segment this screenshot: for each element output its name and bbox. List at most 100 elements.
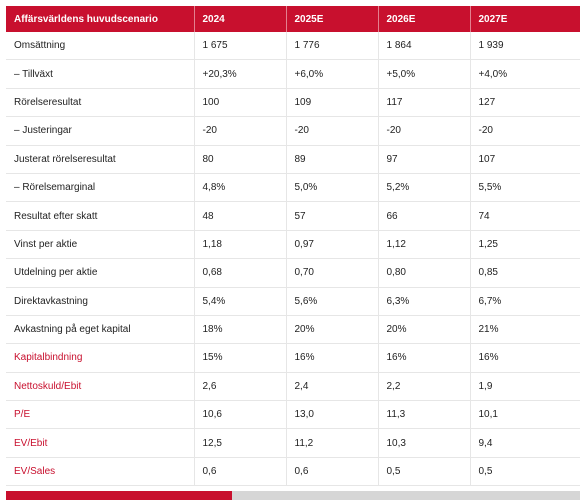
value-cell: 16% xyxy=(378,343,471,373)
value-cell: 13,0 xyxy=(286,400,379,430)
table-row: EV/Sales 0,6 0,6 0,5 0,5 xyxy=(6,457,580,487)
row-label-cell: – Tillväxt xyxy=(6,59,195,89)
row-label-cell: Vinst per aktie xyxy=(6,230,195,260)
value-cell: 20% xyxy=(286,315,379,345)
row-label: Direktavkastning xyxy=(14,295,88,307)
row-label: Omsättning xyxy=(14,40,66,52)
row-label-link[interactable]: Nettoskuld/Ebit xyxy=(14,380,82,392)
row-label-cell: Rörelseresultat xyxy=(6,88,195,118)
value-cell: 0,97 xyxy=(286,230,379,260)
value-cell: +20,3% xyxy=(194,59,287,89)
row-label-link[interactable]: EV/Sales xyxy=(14,466,56,478)
value-cell: 4,8% xyxy=(194,173,287,203)
value-cell: 1 864 xyxy=(378,32,471,61)
table-row: Avkastning på eget kapital 18% 20% 20% 21% xyxy=(6,315,580,345)
value-cell: 16% xyxy=(286,343,379,373)
value-cell: -20 xyxy=(194,116,287,146)
row-label-cell: Nettoskuld/Ebit xyxy=(6,372,195,402)
value-cell: 0,5 xyxy=(378,457,471,487)
value-cell: 2,6 xyxy=(194,372,287,402)
value-cell: 127 xyxy=(470,88,580,118)
header-2025e: 2025E xyxy=(286,6,379,32)
row-label-cell: P/E xyxy=(6,400,195,430)
value-cell: -20 xyxy=(378,116,471,146)
row-label: Resultat efter skatt xyxy=(14,210,98,222)
table-row: Resultat efter skatt 48 57 66 74 xyxy=(6,201,580,231)
horizontal-scrollbar[interactable] xyxy=(6,491,580,500)
value-cell: 89 xyxy=(286,145,379,174)
row-label: – Rörelsemarginal xyxy=(14,182,96,194)
value-cell: 0,70 xyxy=(286,258,379,288)
header-2024: 2024 xyxy=(194,6,287,32)
value-cell: 10,3 xyxy=(378,428,471,458)
value-cell: 1,12 xyxy=(378,230,471,260)
table-row: Direktavkastning 5,4% 5,6% 6,3% 6,7% xyxy=(6,287,580,316)
value-cell: 107 xyxy=(470,145,580,174)
value-cell: 0,68 xyxy=(194,258,287,288)
header-2026e: 2026E xyxy=(378,6,471,32)
value-cell: 0,6 xyxy=(194,457,287,487)
table-row: EV/Ebit 12,5 11,2 10,3 9,4 xyxy=(6,428,580,458)
value-cell: 0,80 xyxy=(378,258,471,288)
table-row: P/E 10,6 13,0 11,3 10,1 xyxy=(6,400,580,430)
row-label-link[interactable]: P/E xyxy=(14,409,31,421)
value-cell: 1 675 xyxy=(194,32,287,61)
row-label-cell: Omsättning xyxy=(6,32,195,61)
value-cell: 6,7% xyxy=(470,287,580,316)
value-cell: 0,85 xyxy=(470,258,580,288)
value-cell: 66 xyxy=(378,201,471,231)
header-2027e: 2027E xyxy=(470,6,580,32)
value-cell: 2,4 xyxy=(286,372,379,402)
table-row: – Justeringar -20 -20 -20 -20 xyxy=(6,116,580,146)
value-cell: 1 939 xyxy=(470,32,580,61)
row-label-cell: – Rörelsemarginal xyxy=(6,173,195,203)
row-label: Vinst per aktie xyxy=(14,238,78,250)
row-label-cell: Utdelning per aktie xyxy=(6,258,195,288)
value-cell: 21% xyxy=(470,315,580,345)
value-cell: 11,3 xyxy=(378,400,471,430)
value-cell: 1 776 xyxy=(286,32,379,61)
row-label-cell: Kapitalbindning xyxy=(6,343,195,373)
value-cell: 109 xyxy=(286,88,379,118)
value-cell: 5,0% xyxy=(286,173,379,203)
value-cell: 6,3% xyxy=(378,287,471,316)
row-label-link[interactable]: Kapitalbindning xyxy=(14,352,83,364)
value-cell: -20 xyxy=(470,116,580,146)
value-cell: +6,0% xyxy=(286,59,379,89)
scrollbar-thumb[interactable] xyxy=(6,491,232,500)
value-cell: 15% xyxy=(194,343,287,373)
value-cell: 48 xyxy=(194,201,287,231)
value-cell: 10,6 xyxy=(194,400,287,430)
row-label: Utdelning per aktie xyxy=(14,267,98,279)
table-row: Kapitalbindning 15% 16% 16% 16% xyxy=(6,343,580,373)
value-cell: 0,6 xyxy=(286,457,379,487)
table-header-row: Affärsvärldens huvudscenario 2024 2025E … xyxy=(6,6,580,32)
row-label-cell: Justerat rörelseresultat xyxy=(6,145,195,174)
header-scenario: Affärsvärldens huvudscenario xyxy=(6,6,195,32)
row-label-cell: EV/Ebit xyxy=(6,428,195,458)
value-cell: 80 xyxy=(194,145,287,174)
table-row: Omsättning 1 675 1 776 1 864 1 939 xyxy=(6,32,580,61)
table-row: – Rörelsemarginal 4,8% 5,0% 5,2% 5,5% xyxy=(6,173,580,203)
value-cell: 57 xyxy=(286,201,379,231)
row-label-cell: Avkastning på eget kapital xyxy=(6,315,195,345)
row-label-cell: EV/Sales xyxy=(6,457,195,487)
value-cell: 5,2% xyxy=(378,173,471,203)
value-cell: 0,5 xyxy=(470,457,580,487)
value-cell: 5,6% xyxy=(286,287,379,316)
value-cell: 16% xyxy=(470,343,580,373)
value-cell: +4,0% xyxy=(470,59,580,89)
row-label-cell: Resultat efter skatt xyxy=(6,201,195,231)
value-cell: 18% xyxy=(194,315,287,345)
table-row: Utdelning per aktie 0,68 0,70 0,80 0,85 xyxy=(6,258,580,288)
value-cell: 97 xyxy=(378,145,471,174)
row-label: Rörelseresultat xyxy=(14,96,82,108)
value-cell: 12,5 xyxy=(194,428,287,458)
value-cell: 1,25 xyxy=(470,230,580,260)
financial-scenario-table: Affärsvärldens huvudscenario 2024 2025E … xyxy=(6,6,580,487)
row-label: – Justeringar xyxy=(14,125,72,137)
value-cell: +5,0% xyxy=(378,59,471,89)
value-cell: 20% xyxy=(378,315,471,345)
row-label-link[interactable]: EV/Ebit xyxy=(14,437,48,449)
value-cell: 1,9 xyxy=(470,372,580,402)
